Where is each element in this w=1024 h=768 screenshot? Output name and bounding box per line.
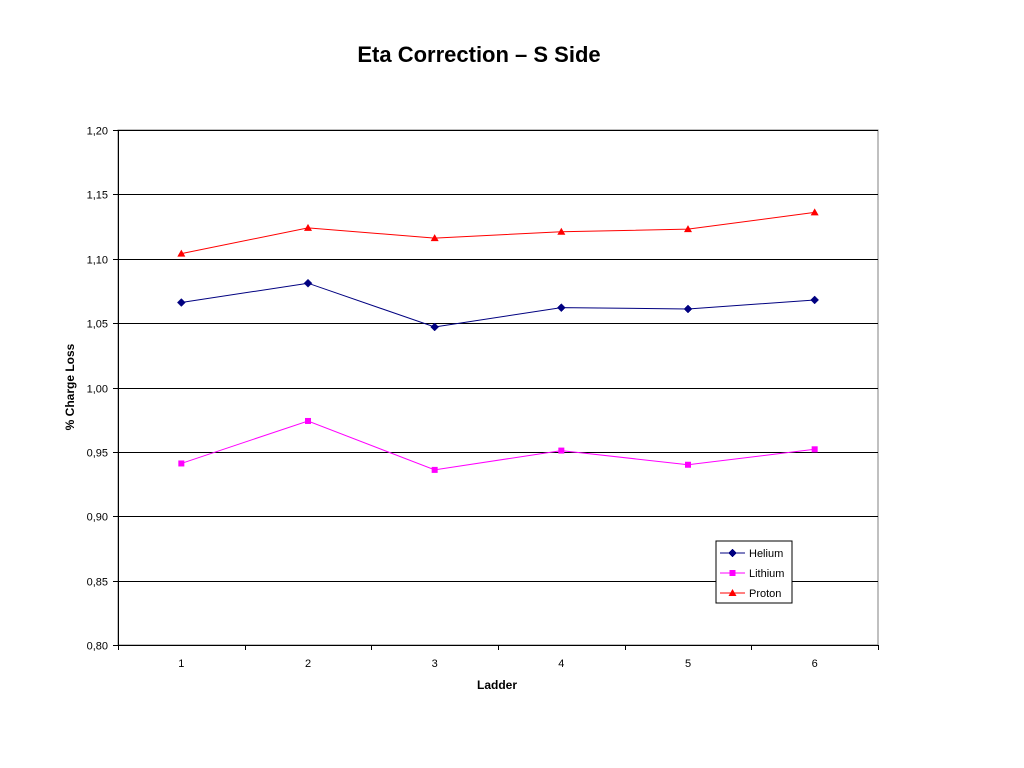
- y-tick-label: 1,00: [87, 384, 108, 396]
- y-tick-label: 0,90: [87, 512, 108, 524]
- data-point-proton: [557, 227, 566, 235]
- x-tick-label: 1: [178, 658, 184, 670]
- data-point-helium: [303, 278, 313, 288]
- legend-marker-helium: [728, 548, 737, 558]
- data-point-proton: [430, 234, 439, 242]
- data-point-lithium: [431, 466, 438, 473]
- axes: 0,80 0,85 0,90 0,95 1,00 1,05 1,10 1,15 1,20 1 2 3 4…: [87, 126, 879, 670]
- series-line-lithium: [181, 420, 815, 471]
- data-point-helium: [683, 304, 693, 314]
- x-tick-label: 3: [432, 658, 438, 670]
- y-tick-label: 1,10: [87, 255, 108, 267]
- data-point-helium: [556, 303, 566, 313]
- x-tick-label: 4: [558, 658, 564, 670]
- data-point-helium: [430, 322, 440, 332]
- x-axis-title: Ladder: [477, 678, 517, 692]
- data-point-lithium: [558, 447, 565, 454]
- data-point-helium: [176, 298, 186, 307]
- series-proton: [177, 208, 819, 257]
- series-lithium: [178, 417, 818, 473]
- y-tick-label: 0,95: [87, 448, 108, 460]
- y-tick-label: 1,05: [87, 319, 108, 331]
- data-point-helium: [810, 295, 820, 305]
- data-point-lithium: [305, 417, 311, 424]
- legend-label-proton: Proton: [749, 588, 781, 600]
- series-line-proton: [181, 211, 815, 255]
- x-tick-label: 2: [305, 658, 311, 670]
- data-point-lithium: [685, 461, 691, 468]
- legend-marker-proton: [728, 589, 737, 596]
- legend-marker-lithium: [729, 570, 736, 576]
- series-group: [176, 208, 820, 473]
- chart-title: Eta Correction – S Side: [357, 42, 600, 67]
- x-tick-label: 5: [685, 658, 691, 670]
- y-axis-title: % Charge Loss: [63, 343, 77, 430]
- data-point-proton: [177, 249, 186, 257]
- data-point-proton: [304, 223, 312, 231]
- series-helium: [176, 278, 820, 332]
- y-tick-label: 0,85: [87, 577, 108, 589]
- data-point-lithium: [811, 446, 818, 453]
- data-point-proton: [684, 225, 692, 233]
- y-tick-label: 1,20: [87, 126, 108, 138]
- legend-label-helium: Helium: [749, 548, 783, 560]
- y-tick-label: 0,80: [87, 641, 108, 653]
- legend: Helium Lithium Proton: [715, 540, 793, 604]
- legend-label-lithium: Lithium: [749, 568, 784, 580]
- legend-entry-proton: Proton: [720, 588, 781, 600]
- data-point-proton: [810, 208, 819, 216]
- y-tick-label: 1,15: [87, 190, 108, 202]
- x-tick-label: 6: [812, 658, 818, 670]
- legend-entry-lithium: Lithium: [720, 568, 784, 580]
- legend-entry-helium: Helium: [720, 548, 783, 560]
- data-point-lithium: [178, 460, 185, 467]
- series-line-helium: [181, 282, 815, 328]
